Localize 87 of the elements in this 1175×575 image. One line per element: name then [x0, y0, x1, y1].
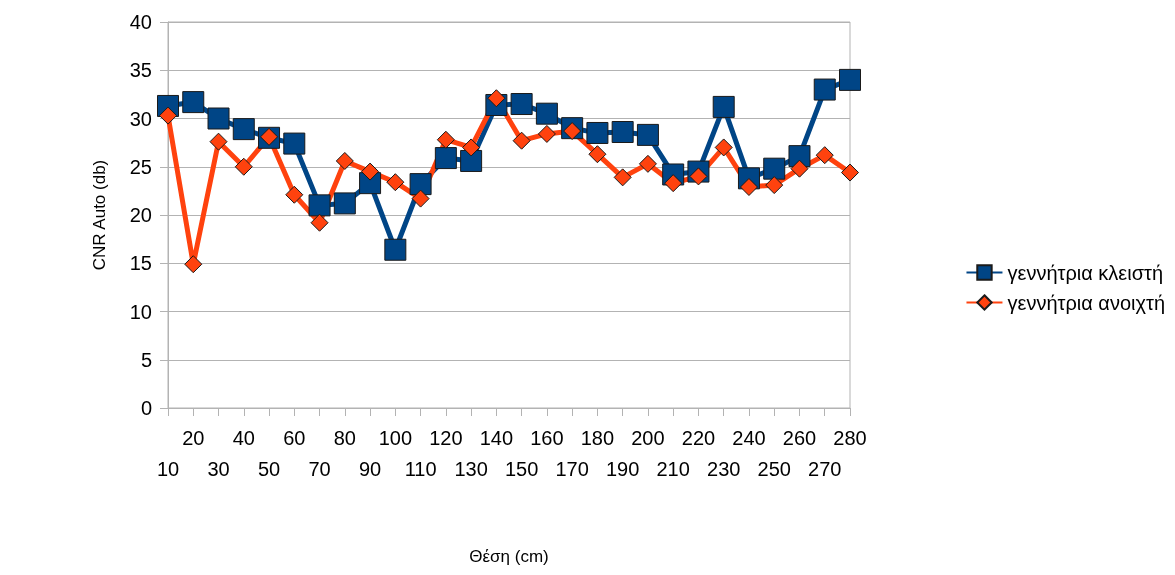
x-tick-label: 40 [232, 426, 255, 449]
point [636, 123, 659, 146]
point [159, 106, 177, 125]
x-tick-label: 90 [358, 457, 382, 480]
y-tick-label: 20 [129, 204, 152, 226]
point [310, 213, 329, 232]
point [460, 149, 483, 172]
point [207, 107, 230, 130]
point [184, 255, 203, 274]
point [411, 189, 430, 208]
y-tick-label: 40 [129, 11, 152, 33]
x-tick-label: 190 [605, 457, 640, 480]
x-tick-label: 260 [782, 426, 817, 449]
x-tick-label: 250 [757, 457, 791, 480]
x-tick-label: 10 [156, 457, 180, 480]
x-tick-label: 30 [207, 457, 230, 480]
x-axis-title: Θέση (cm) [469, 547, 549, 566]
x-tick-label: 20 [182, 426, 205, 449]
y-tick-label: 35 [129, 59, 152, 82]
legend-label: γεννήτρια ανοιχτή [1007, 291, 1165, 314]
point [537, 124, 556, 143]
y-tick-label: 0 [140, 397, 152, 419]
point [815, 146, 834, 165]
point [182, 91, 205, 114]
point [232, 118, 255, 141]
point [739, 178, 758, 197]
x-tick-label: 50 [257, 457, 281, 480]
y-tick-label: 25 [129, 155, 152, 178]
point [333, 192, 356, 215]
point [308, 194, 331, 217]
x-tick-label: 270 [808, 457, 842, 480]
x-tick-label: 280 [833, 426, 867, 449]
x-tick-label: 120 [429, 426, 463, 449]
x-tick-label: 180 [580, 426, 615, 449]
x-tick-label: 60 [283, 426, 306, 449]
point [434, 147, 457, 170]
point [462, 138, 481, 157]
point [283, 132, 306, 155]
point [487, 89, 506, 108]
x-tick-label: 80 [333, 426, 356, 449]
point [765, 176, 784, 195]
point [588, 145, 607, 164]
x-tick-label: 210 [656, 457, 690, 480]
y-tick-label: 15 [129, 252, 152, 275]
point [384, 238, 407, 261]
point [763, 157, 786, 180]
point [512, 131, 531, 150]
point [335, 151, 354, 170]
point [712, 95, 735, 118]
point [638, 154, 657, 173]
point [386, 173, 405, 192]
point [409, 173, 432, 196]
x-tick-label: 160 [530, 426, 564, 449]
point [510, 93, 533, 116]
x-tick-label: 220 [681, 426, 716, 449]
point [613, 168, 632, 187]
point [535, 102, 558, 125]
y-tick-label: 10 [129, 300, 152, 323]
point [839, 68, 861, 91]
x-tick-label: 100 [378, 426, 413, 449]
point [586, 121, 609, 144]
y-tick-label: 30 [129, 107, 152, 130]
point [611, 121, 634, 144]
point [841, 163, 859, 182]
point [285, 185, 304, 204]
x-tick-label: 240 [732, 426, 766, 449]
point [209, 132, 228, 151]
y-axis-title: CNR Auto (db) [90, 159, 109, 271]
point [790, 159, 809, 178]
point [436, 130, 455, 149]
x-tick-label: 110 [404, 457, 437, 480]
point [664, 174, 683, 193]
x-tick-label: 230 [707, 457, 741, 480]
point [813, 78, 836, 101]
y-tick-label: 5 [140, 348, 152, 371]
x-tick-label: 200 [631, 426, 665, 449]
point [361, 162, 380, 181]
x-tick-label: 170 [555, 457, 589, 480]
x-tick-label: 70 [308, 457, 331, 480]
legend-label: γεννήτρια κλειστή [1007, 261, 1164, 284]
point [714, 138, 733, 157]
point [689, 167, 708, 186]
point [563, 122, 582, 141]
x-tick-label: 130 [454, 457, 488, 480]
x-tick-label: 140 [479, 426, 514, 449]
point [234, 157, 253, 176]
x-tick-label: 150 [504, 457, 539, 480]
